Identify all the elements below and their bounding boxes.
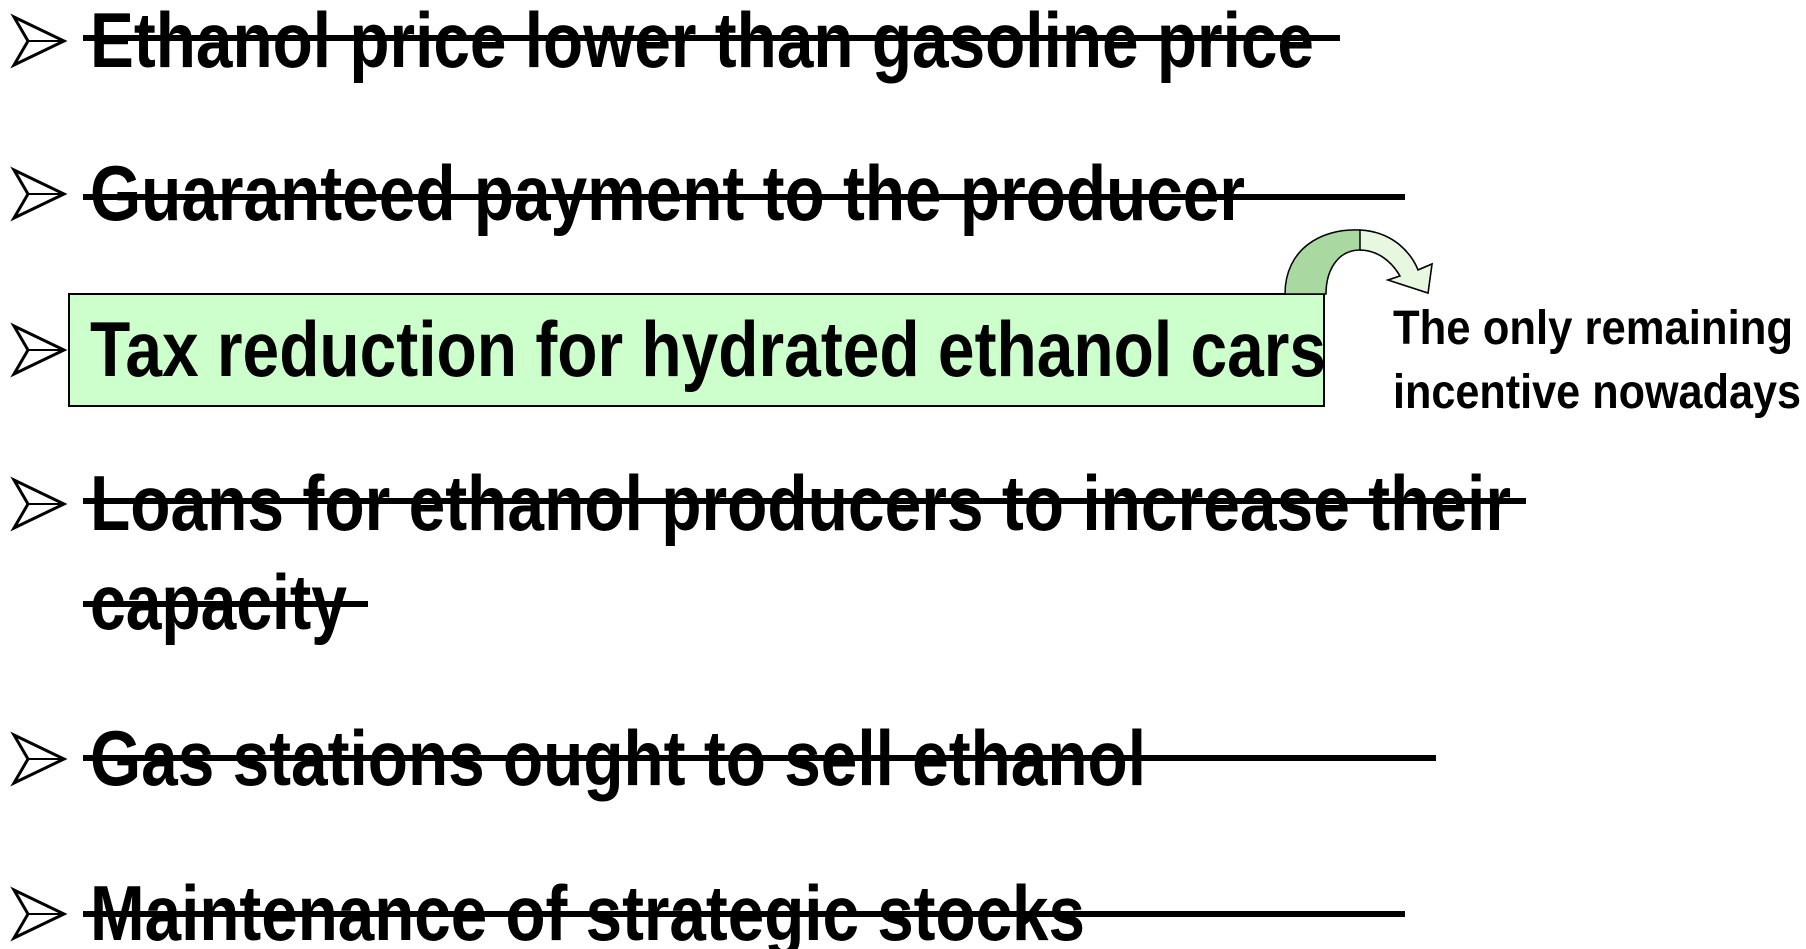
- curved-arrow-head: [1359, 229, 1433, 294]
- bullet-text: Tax reduction for hydrated ethanol cars: [90, 305, 1326, 393]
- annotation-text: The only remaining: [1393, 302, 1793, 355]
- bullet-text: Ethanol price lower than gasoline price: [90, 0, 1314, 84]
- bullet-text: Guaranteed payment to the producer: [90, 149, 1245, 237]
- highlight-box: [68, 293, 1325, 407]
- annotation-text: incentive nowadays: [1393, 366, 1801, 419]
- bullet-text: Maintenance of strategic stocks: [90, 869, 1085, 949]
